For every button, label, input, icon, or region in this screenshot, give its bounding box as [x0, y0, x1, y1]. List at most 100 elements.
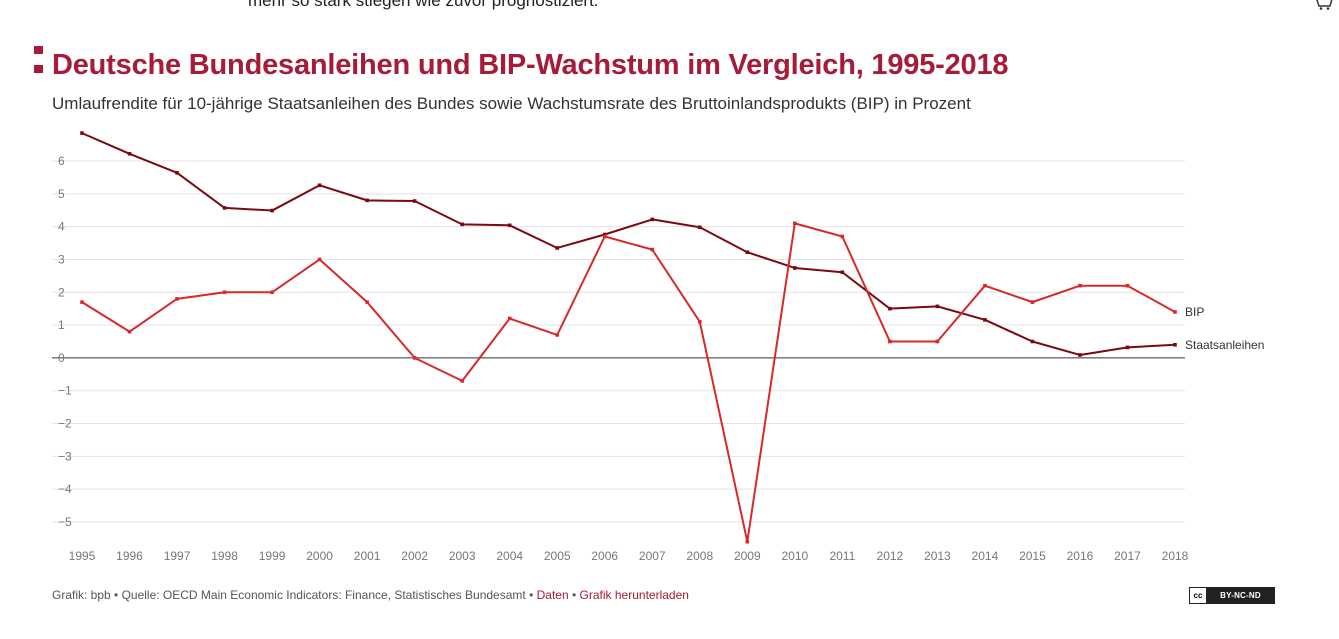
data-point-bip-2005 — [555, 333, 560, 337]
data-point-bip-2016 — [1078, 283, 1082, 288]
x-tick-label-2010: 2010 — [781, 549, 808, 563]
y-tick-label-0: 0 — [58, 351, 65, 365]
footer-separator: • — [572, 588, 577, 602]
data-point-staatsanleihen-2017 — [1125, 345, 1130, 350]
data-point-staatsanleihen-2001 — [365, 198, 369, 203]
shopping-cart-icon[interactable] — [1312, 0, 1334, 10]
data-point-staatsanleihen-1997 — [175, 171, 179, 175]
series-line-bip — [81, 222, 1176, 543]
x-tick-label-2001: 2001 — [354, 549, 381, 563]
article-text-fragment: mehr so stark stiegen wie zuvor prognost… — [248, 0, 599, 10]
data-point-staatsanleihen-2010 — [793, 266, 797, 270]
y-tick-label-4: 4 — [58, 220, 65, 234]
x-tick-label-2016: 2016 — [1067, 549, 1094, 563]
data-point-staatsanleihen-2003 — [460, 222, 464, 227]
data-point-bip-1995 — [80, 300, 84, 304]
line-chart: 6 5 4 3 2 1 0 −1 −2 −3 −4 −5 1995 1996 1997 1998 1999 200… — [52, 131, 1264, 563]
data-point-staatsanleihen-2008 — [697, 225, 702, 230]
data-point-staatsanleihen-1999 — [270, 208, 274, 213]
x-tick-label-1996: 1996 — [116, 549, 143, 563]
y-tick-label--4: −4 — [58, 482, 72, 496]
data-point-staatsanleihen-2015 — [1030, 339, 1035, 344]
data-point-bip-2009 — [745, 539, 750, 544]
data-point-bip-2002 — [412, 356, 417, 360]
data-point-staatsanleihen-2002 — [412, 199, 417, 203]
data-point-staatsanleihen-2004 — [507, 223, 512, 228]
data-point-staatsanleihen-1996 — [127, 151, 132, 156]
series-label-bip: BIP — [1185, 305, 1204, 319]
x-tick-label-2018: 2018 — [1162, 549, 1189, 563]
y-tick-label--5: −5 — [58, 515, 72, 529]
data-point-bip-2015 — [1030, 300, 1035, 304]
x-tick-label-2014: 2014 — [972, 549, 999, 563]
x-tick-label-2012: 2012 — [877, 549, 904, 563]
x-tick-label-2013: 2013 — [924, 549, 951, 563]
x-tick-label-2004: 2004 — [496, 549, 523, 563]
data-point-bip-2008 — [697, 320, 702, 324]
data-point-staatsanleihen-2005 — [555, 246, 560, 250]
data-point-staatsanleihen-2011 — [840, 270, 845, 275]
data-point-bip-2013 — [935, 339, 940, 344]
data-point-staatsanleihen-1995 — [80, 131, 84, 135]
data-point-bip-2003 — [460, 379, 464, 383]
y-tick-label-2: 2 — [58, 285, 65, 299]
x-tick-label-2006: 2006 — [591, 549, 618, 563]
x-tick-label-2000: 2000 — [306, 549, 333, 563]
cc-license-badge[interactable]: cc BY-NC-ND — [1189, 587, 1275, 604]
data-point-bip-2001 — [365, 300, 369, 304]
chart-subtitle: Umlaufrendite für 10-jährige Staatsanlei… — [52, 94, 971, 113]
series-line-staatsanleihen — [81, 132, 1176, 356]
data-point-bip-2018 — [1173, 310, 1177, 314]
data-point-staatsanleihen-2012 — [888, 306, 892, 311]
x-tick-label-1997: 1997 — [164, 549, 191, 563]
x-tick-label-1998: 1998 — [211, 549, 238, 563]
data-point-bip-2012 — [888, 339, 892, 344]
data-point-staatsanleihen-2013 — [935, 304, 940, 309]
chart-title: Deutsche Bundesanleihen und BIP-Wachstum… — [52, 49, 1009, 81]
y-tick-label-3: 3 — [58, 252, 65, 266]
data-point-bip-2014 — [983, 283, 987, 288]
y-tick-label-5: 5 — [58, 187, 65, 201]
data-point-bip-2004 — [507, 316, 512, 321]
x-tick-label-2015: 2015 — [1019, 549, 1046, 563]
y-tick-label--3: −3 — [58, 449, 72, 463]
data-point-bip-2000 — [317, 257, 322, 262]
data-point-staatsanleihen-2016 — [1078, 353, 1082, 357]
data-point-bip-1996 — [127, 329, 132, 334]
y-tick-label-1: 1 — [58, 318, 65, 332]
download-link[interactable]: Grafik herunterladen — [579, 588, 689, 602]
series-label-staatsanleihen: Staatsanleihen — [1185, 338, 1264, 352]
data-point-bip-2010 — [793, 221, 797, 226]
x-tick-label-1995: 1995 — [69, 549, 96, 563]
x-tick-label-2007: 2007 — [639, 549, 666, 563]
data-point-staatsanleihen-2000 — [317, 183, 322, 188]
x-tick-label-2011: 2011 — [829, 549, 855, 563]
cc-icon: cc — [1190, 588, 1207, 603]
data-point-staatsanleihen-2014 — [983, 318, 987, 322]
chart-footer: Grafik: bpb • Quelle: OECD Main Economic… — [52, 588, 689, 602]
x-tick-label-2005: 2005 — [544, 549, 571, 563]
x-tick-label-2009: 2009 — [734, 549, 761, 563]
y-tick-label-6: 6 — [58, 154, 65, 168]
data-link[interactable]: Daten — [536, 588, 569, 602]
source-text: Grafik: bpb • Quelle: OECD Main Economic… — [52, 588, 534, 602]
data-point-bip-1999 — [270, 290, 274, 295]
data-point-bip-2006 — [602, 234, 607, 239]
data-point-bip-2007 — [650, 247, 655, 252]
x-tick-label-2017: 2017 — [1114, 549, 1141, 563]
data-point-staatsanleihen-2009 — [745, 250, 750, 255]
y-tick-label--1: −1 — [58, 384, 72, 398]
data-point-staatsanleihen-1998 — [222, 206, 227, 210]
title-marker-top — [34, 46, 43, 54]
data-point-bip-2017 — [1125, 283, 1130, 288]
data-point-bip-1997 — [175, 297, 179, 301]
data-point-staatsanleihen-2018 — [1173, 342, 1177, 347]
data-point-staatsanleihen-2006 — [602, 232, 607, 237]
data-point-staatsanleihen-2007 — [650, 217, 655, 222]
x-tick-label-2002: 2002 — [401, 549, 428, 563]
x-tick-label-1999: 1999 — [259, 549, 286, 563]
x-tick-label-2003: 2003 — [449, 549, 476, 563]
title-marker-bottom — [34, 65, 43, 73]
y-tick-label--2: −2 — [58, 417, 72, 431]
license-label: BY-NC-ND — [1207, 588, 1274, 603]
